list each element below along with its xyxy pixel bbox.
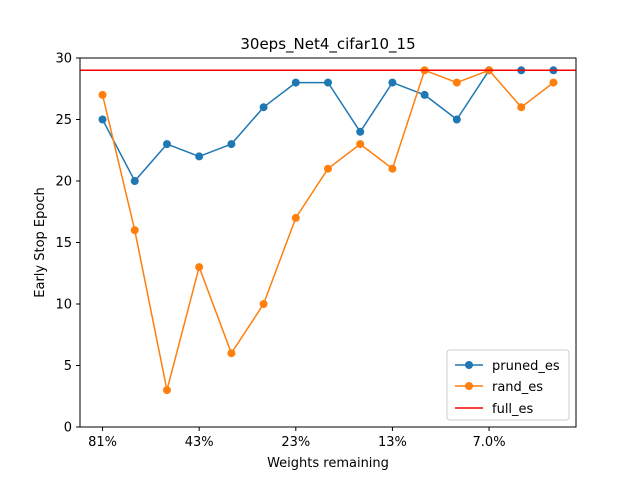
data-point-rand-es (259, 300, 268, 308)
x-tick-label: 43% (185, 435, 214, 450)
plot-area (80, 66, 576, 395)
x-tick-label: 13% (378, 435, 407, 450)
data-point-pruned-es (452, 115, 461, 124)
data-point-pruned-es (130, 177, 139, 185)
data-point-rand-es (130, 226, 139, 235)
data-point-pruned-es (162, 140, 171, 149)
data-point-pruned-es (291, 78, 300, 87)
data-point-pruned-es (98, 115, 107, 124)
data-point-rand-es (195, 263, 204, 272)
data-point-pruned-es (388, 78, 397, 87)
data-point-rand-es (517, 103, 526, 112)
data-point-rand-es (162, 386, 171, 395)
legend-marker-rand-es (465, 382, 473, 390)
legend-label-rand-es: rand_es (492, 380, 543, 395)
legend-box (446, 349, 570, 421)
y-tick-label: 10 (55, 298, 72, 313)
y-tick-label: 25 (55, 113, 72, 128)
data-point-rand-es (227, 349, 236, 358)
series-line-rand-es (101, 69, 554, 391)
x-axis-label: Weights remaining (267, 456, 389, 471)
data-point-rand-es (452, 78, 461, 87)
data-point-rand-es (388, 164, 397, 173)
legend-label-full-es: full_es (492, 402, 534, 417)
data-point-pruned-es (227, 140, 236, 149)
data-point-pruned-es (324, 78, 332, 87)
x-tick-label: 81% (88, 435, 117, 450)
x-tick-label: 23% (281, 435, 310, 450)
data-point-rand-es (291, 213, 300, 222)
data-point-pruned-es (420, 90, 429, 99)
data-point-pruned-es (356, 127, 365, 136)
series-line-pruned-es (101, 69, 554, 182)
y-tick-label: 30 (55, 52, 72, 67)
legend-label-pruned-es: pruned_es (492, 359, 560, 374)
data-point-rand-es (356, 140, 365, 149)
data-point-pruned-es (259, 103, 268, 112)
y-tick-label: 5 (64, 359, 72, 374)
axes-frame (79, 57, 577, 428)
data-point-pruned-es (195, 152, 204, 161)
y-tick-label: 0 (64, 421, 72, 436)
y-axis-label: Early Stop Epoch (33, 187, 48, 297)
axes: 0 5 10 15 20 25 30 81% 43% 23% 13% 7.0% (55, 52, 505, 451)
x-tick-label: 7.0% (473, 435, 506, 450)
legend-marker-pruned-es (465, 361, 473, 369)
y-tick-label: 15 (55, 236, 72, 251)
data-point-rand-es (549, 78, 558, 87)
chart-title: 30eps_Net4_cifar10_15 (240, 35, 415, 54)
y-tick-label: 20 (55, 175, 72, 190)
data-point-rand-es (324, 164, 332, 173)
legend: pruned_es rand_es full_es (446, 349, 570, 421)
data-point-rand-es (98, 90, 107, 99)
